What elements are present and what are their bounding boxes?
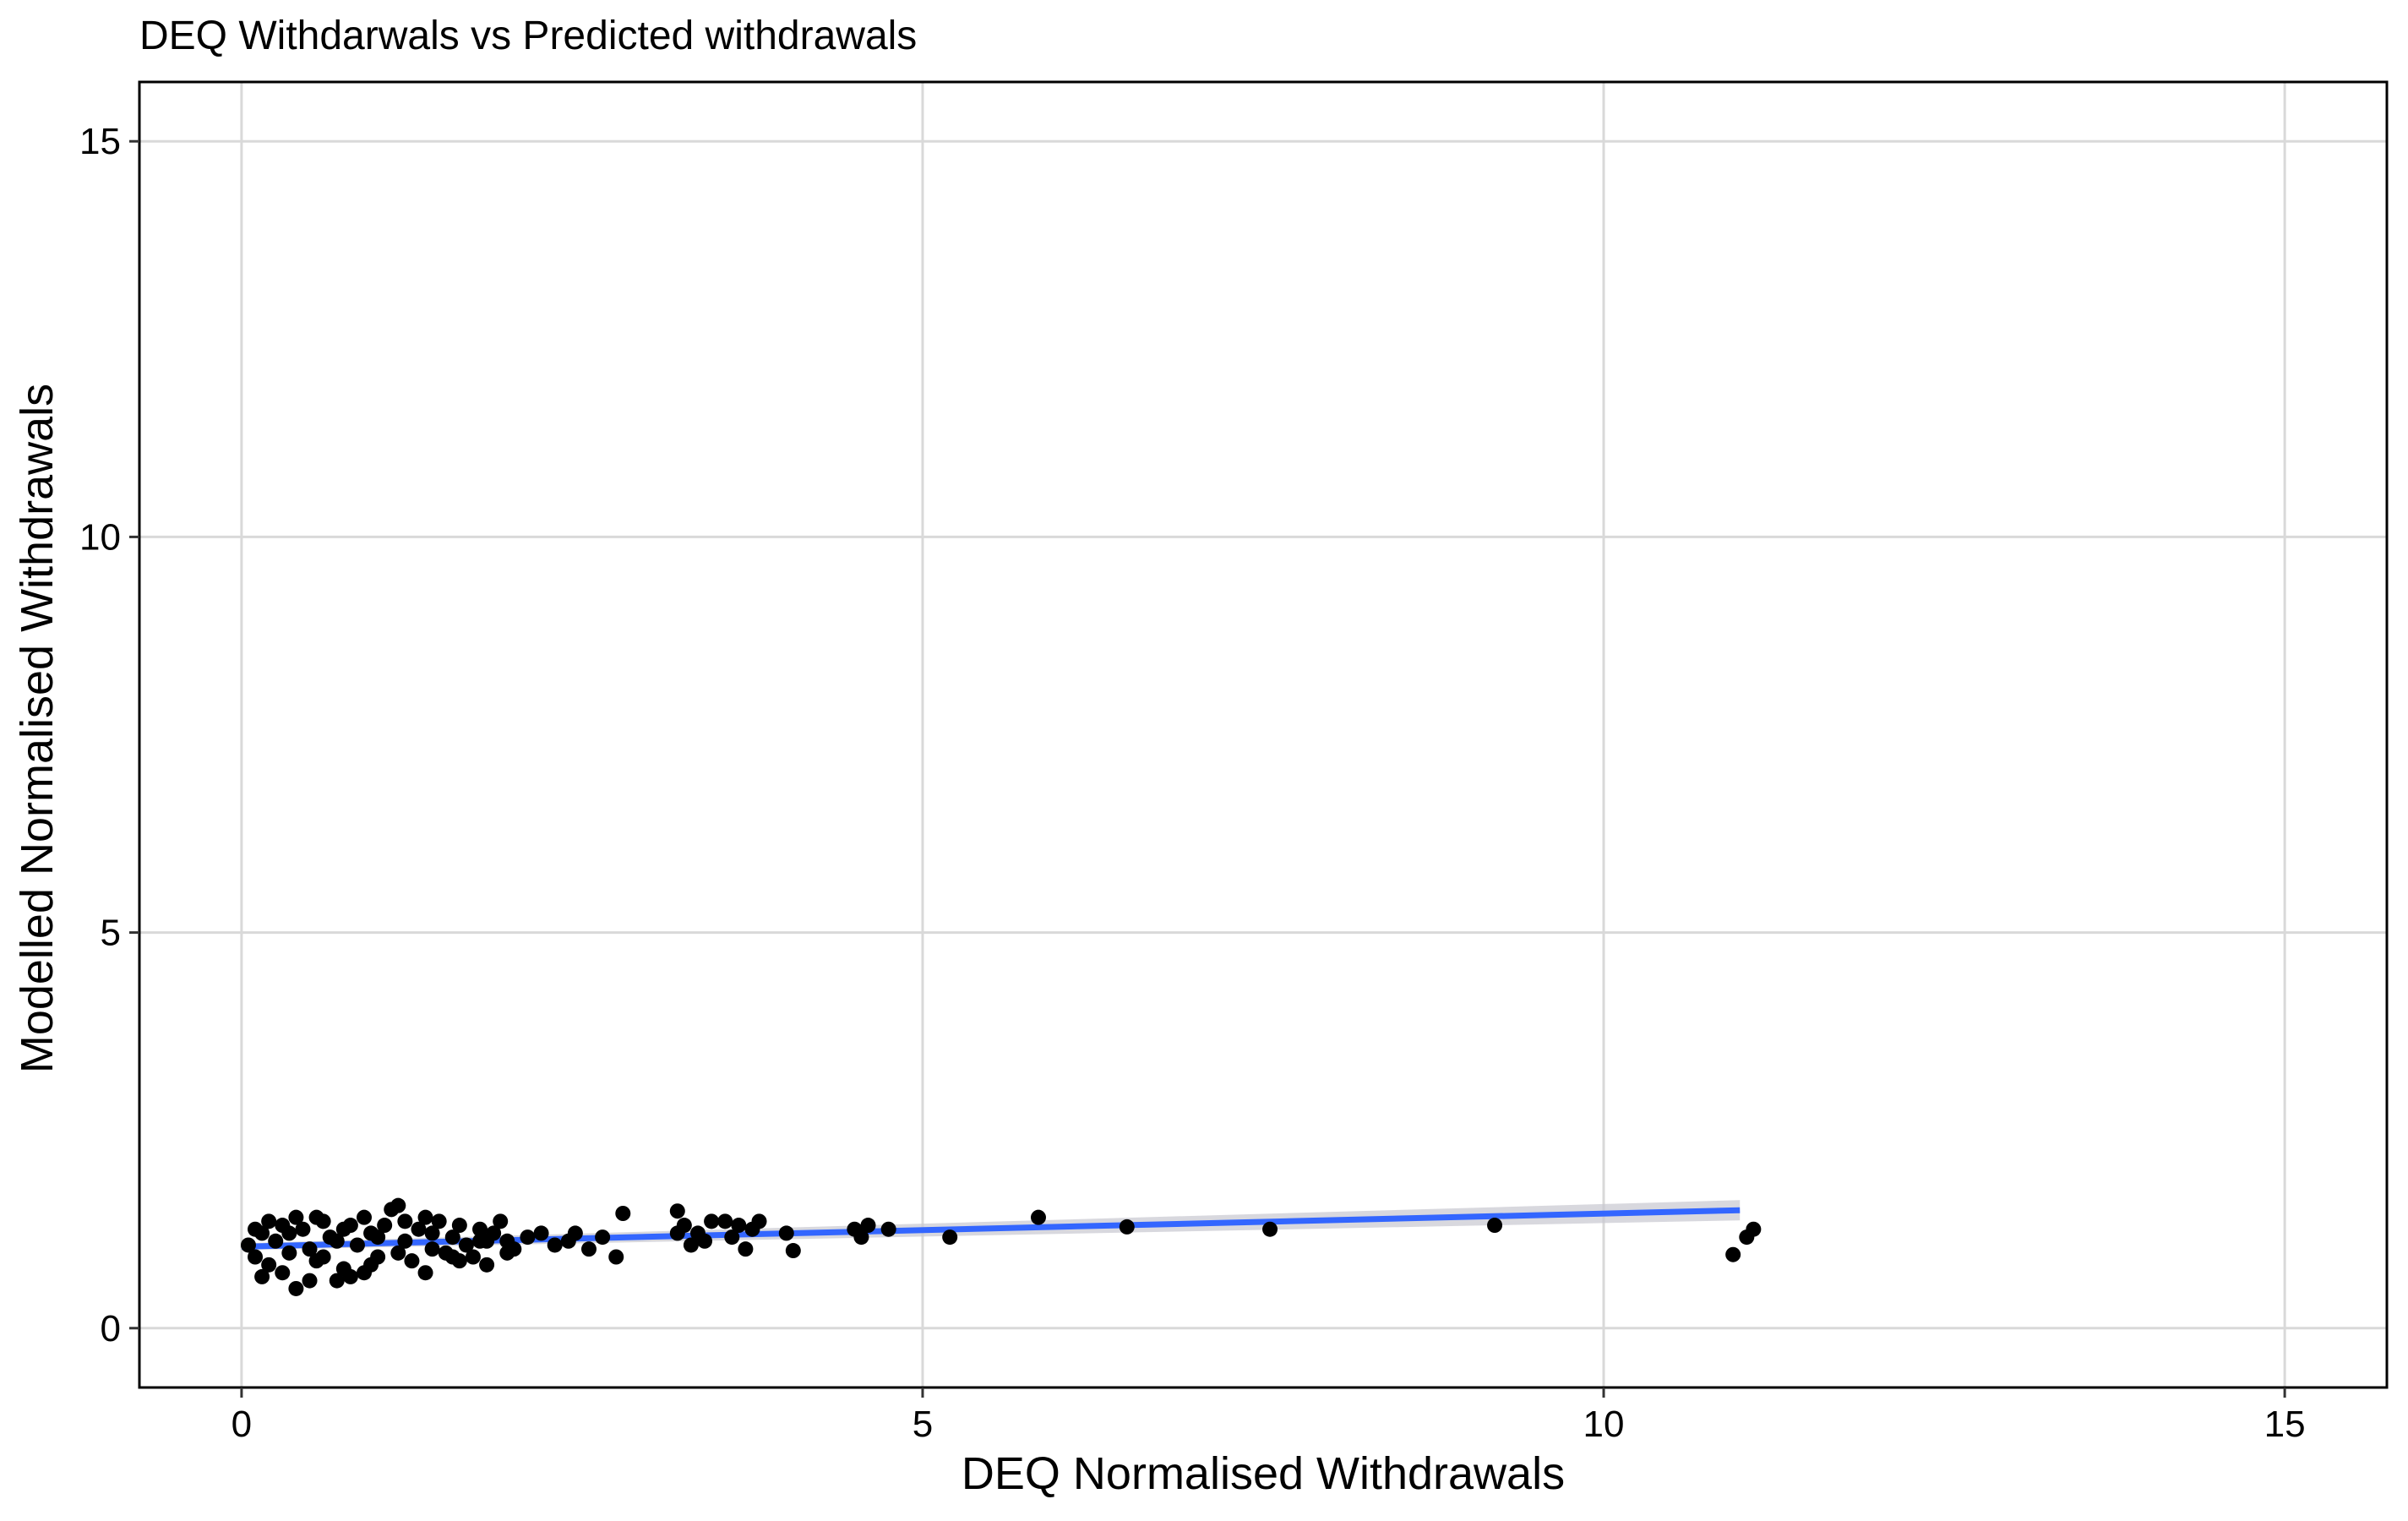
x-tick-label: 10 xyxy=(1583,1404,1625,1445)
data-point xyxy=(357,1209,372,1225)
data-point xyxy=(424,1241,440,1257)
data-point xyxy=(1031,1209,1046,1225)
data-point xyxy=(1262,1221,1278,1237)
data-point xyxy=(342,1268,358,1284)
data-point xyxy=(390,1197,406,1213)
data-point xyxy=(547,1237,563,1253)
data-point xyxy=(785,1243,801,1259)
data-point xyxy=(847,1221,863,1237)
data-point xyxy=(397,1213,413,1229)
data-point xyxy=(302,1273,318,1289)
data-point xyxy=(315,1249,331,1265)
data-point xyxy=(1119,1218,1135,1235)
y-tick-label: 5 xyxy=(101,913,121,954)
plot-background xyxy=(139,82,2387,1387)
data-points xyxy=(240,1197,1762,1296)
data-point xyxy=(288,1280,304,1296)
data-point xyxy=(880,1221,896,1237)
y-tick-label: 15 xyxy=(79,121,121,162)
data-point xyxy=(411,1221,427,1237)
data-point xyxy=(520,1229,536,1246)
data-point xyxy=(417,1209,433,1225)
x-tick-label: 5 xyxy=(913,1404,933,1445)
data-point xyxy=(417,1265,433,1281)
x-axis-ticks: 0 5 10 15 xyxy=(232,1387,2306,1445)
data-point xyxy=(676,1218,692,1234)
data-point xyxy=(349,1237,365,1253)
data-point xyxy=(493,1213,509,1229)
data-point xyxy=(248,1221,264,1237)
data-point xyxy=(248,1249,264,1265)
data-point xyxy=(608,1249,624,1265)
data-point xyxy=(377,1218,393,1234)
data-point xyxy=(370,1229,386,1246)
x-tick-label: 15 xyxy=(2264,1404,2306,1445)
data-point xyxy=(444,1249,460,1265)
y-gridlines xyxy=(139,139,2387,1330)
data-point xyxy=(683,1237,699,1253)
data-point xyxy=(363,1257,379,1273)
chart-title: DEQ Withdarwals vs Predicted withdrawals xyxy=(139,14,917,58)
data-point xyxy=(268,1233,284,1249)
data-point xyxy=(615,1206,631,1221)
y-axis-ticks: 0 5 10 15 xyxy=(79,121,139,1349)
data-point xyxy=(465,1249,481,1265)
data-point xyxy=(1746,1221,1762,1237)
data-point xyxy=(281,1225,297,1241)
x-tick-label: 0 xyxy=(232,1404,252,1445)
data-point xyxy=(329,1233,345,1249)
data-point xyxy=(778,1225,794,1241)
data-point xyxy=(717,1213,733,1229)
data-point xyxy=(738,1241,754,1257)
data-point xyxy=(751,1213,767,1229)
data-point xyxy=(595,1229,611,1246)
data-point xyxy=(697,1233,713,1249)
y-axis-label: Modelled Normalised Withdrawals xyxy=(12,384,63,1073)
x-axis-label: DEQ Normalised Withdrawals xyxy=(962,1448,1565,1499)
data-point xyxy=(704,1213,720,1229)
data-point xyxy=(288,1209,304,1225)
data-point xyxy=(567,1225,583,1241)
y-tick-label: 0 xyxy=(101,1308,121,1349)
data-point xyxy=(458,1237,474,1253)
data-point xyxy=(581,1241,597,1257)
data-point xyxy=(533,1225,549,1241)
data-point xyxy=(669,1203,685,1219)
data-point xyxy=(724,1229,740,1246)
plot-border xyxy=(138,80,2389,1389)
y-tick-label: 10 xyxy=(79,516,121,558)
data-point xyxy=(295,1221,311,1237)
plot-panel xyxy=(138,80,2389,1389)
data-point xyxy=(335,1221,351,1237)
data-point xyxy=(302,1241,318,1257)
data-point xyxy=(275,1265,291,1281)
data-point xyxy=(860,1218,876,1234)
data-point xyxy=(240,1237,256,1253)
data-point xyxy=(1487,1218,1503,1234)
data-point xyxy=(254,1268,270,1284)
data-point xyxy=(444,1229,460,1246)
data-point xyxy=(390,1245,406,1261)
data-point xyxy=(472,1233,488,1249)
data-point xyxy=(479,1257,495,1273)
data-point xyxy=(472,1221,488,1237)
x-gridlines xyxy=(240,82,2286,1387)
data-point xyxy=(261,1257,277,1273)
data-point xyxy=(329,1273,345,1289)
data-point xyxy=(261,1213,277,1229)
data-point xyxy=(942,1229,958,1246)
data-point xyxy=(281,1245,297,1261)
data-point xyxy=(431,1213,447,1229)
data-point xyxy=(499,1245,515,1261)
data-point xyxy=(1725,1246,1741,1262)
data-point xyxy=(731,1218,747,1234)
data-point xyxy=(308,1209,324,1225)
data-point xyxy=(451,1218,467,1234)
data-point xyxy=(424,1225,440,1241)
data-point xyxy=(397,1233,413,1249)
data-point xyxy=(404,1253,420,1269)
